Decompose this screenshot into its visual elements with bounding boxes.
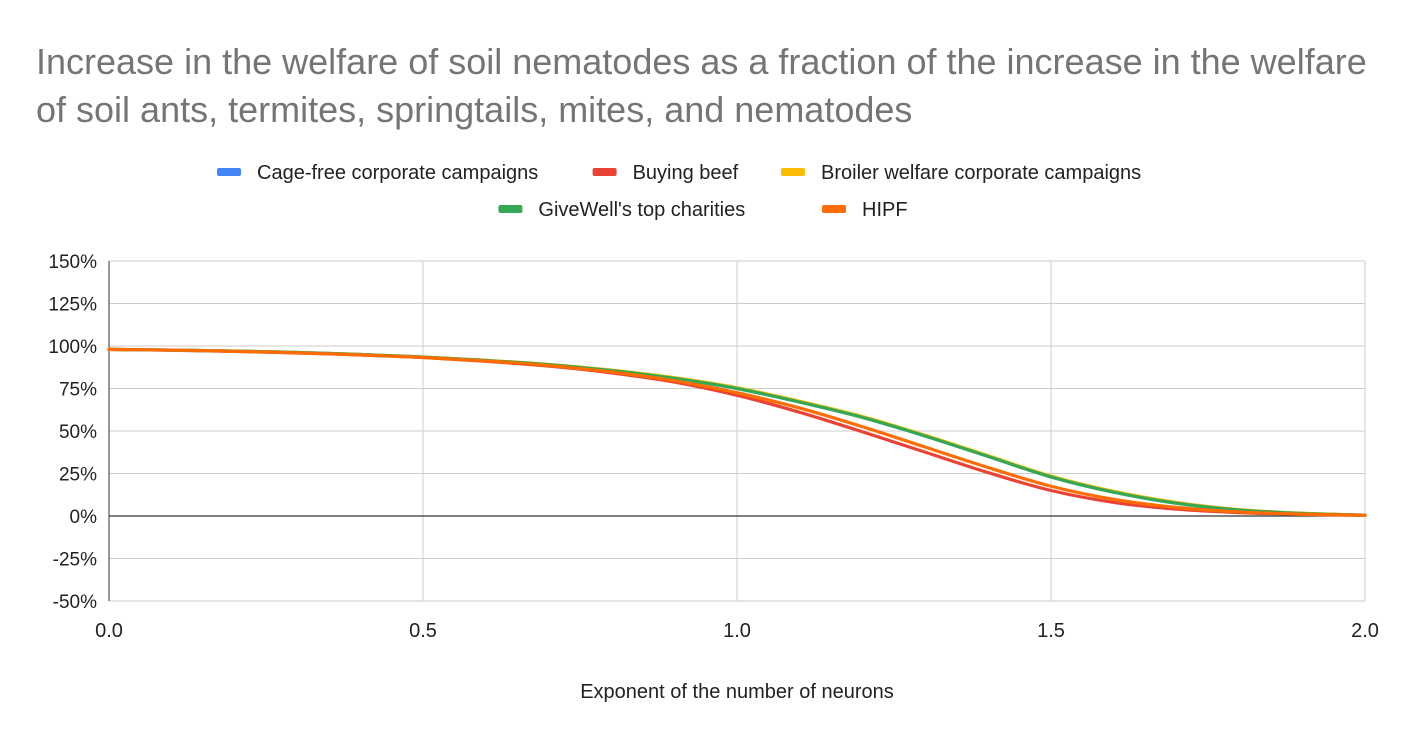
series-line-hipf <box>107 347 1367 517</box>
y-tick-label: 50% <box>59 422 97 443</box>
legend-swatch-buying-beef <box>592 168 617 176</box>
legend-label-broiler-welfare-corporate-campaigns: Broiler welfare corporate campaigns <box>821 162 1141 184</box>
legend: Cage-free corporate campaigns Buying beef… <box>217 162 1141 221</box>
axes <box>108 261 1365 601</box>
x-tick-label: 1.5 <box>1037 620 1065 642</box>
x-tick-label: 0.0 <box>95 620 123 642</box>
y-tick-label: 0% <box>70 507 98 528</box>
x-tick-label: 2.0 <box>1351 620 1379 642</box>
y-tick-label: -25% <box>53 550 97 571</box>
y-tick-label: 150% <box>48 252 97 273</box>
tick-labels: 150% 125% 100% 75% 50% 25% 0% -25% -50% 0.0 0.5 1.0… <box>48 252 1379 642</box>
gridlines <box>108 260 1366 602</box>
y-tick-label: -50% <box>53 592 97 613</box>
legend-label-buying-beef: Buying beef <box>633 162 739 184</box>
y-tick-label: 125% <box>48 295 97 316</box>
series-lines <box>107 347 1367 517</box>
chart-title: Increase in the welfare of soil nematode… <box>36 41 1367 130</box>
y-tick-label: 75% <box>59 380 97 401</box>
legend-label-hipf: HIPF <box>862 199 908 221</box>
y-tick-label: 100% <box>48 337 97 358</box>
legend-swatch-cage-free-corporate-campaigns <box>217 168 241 176</box>
x-tick-label: 0.5 <box>409 620 437 642</box>
legend-label-givewell-s-top-charities: GiveWell's top charities <box>538 199 745 221</box>
legend-swatch-givewell-s-top-charities <box>498 205 523 213</box>
x-tick-label: 1.0 <box>723 620 751 642</box>
legend-swatch-hipf <box>822 205 846 213</box>
y-tick-label: 25% <box>59 465 97 486</box>
legend-swatch-broiler-welfare-corporate-campaigns <box>781 168 805 176</box>
x-axis-label: Exponent of the number of neurons <box>580 681 894 703</box>
legend-label-cage-free-corporate-campaigns: Cage-free corporate campaigns <box>257 162 538 184</box>
